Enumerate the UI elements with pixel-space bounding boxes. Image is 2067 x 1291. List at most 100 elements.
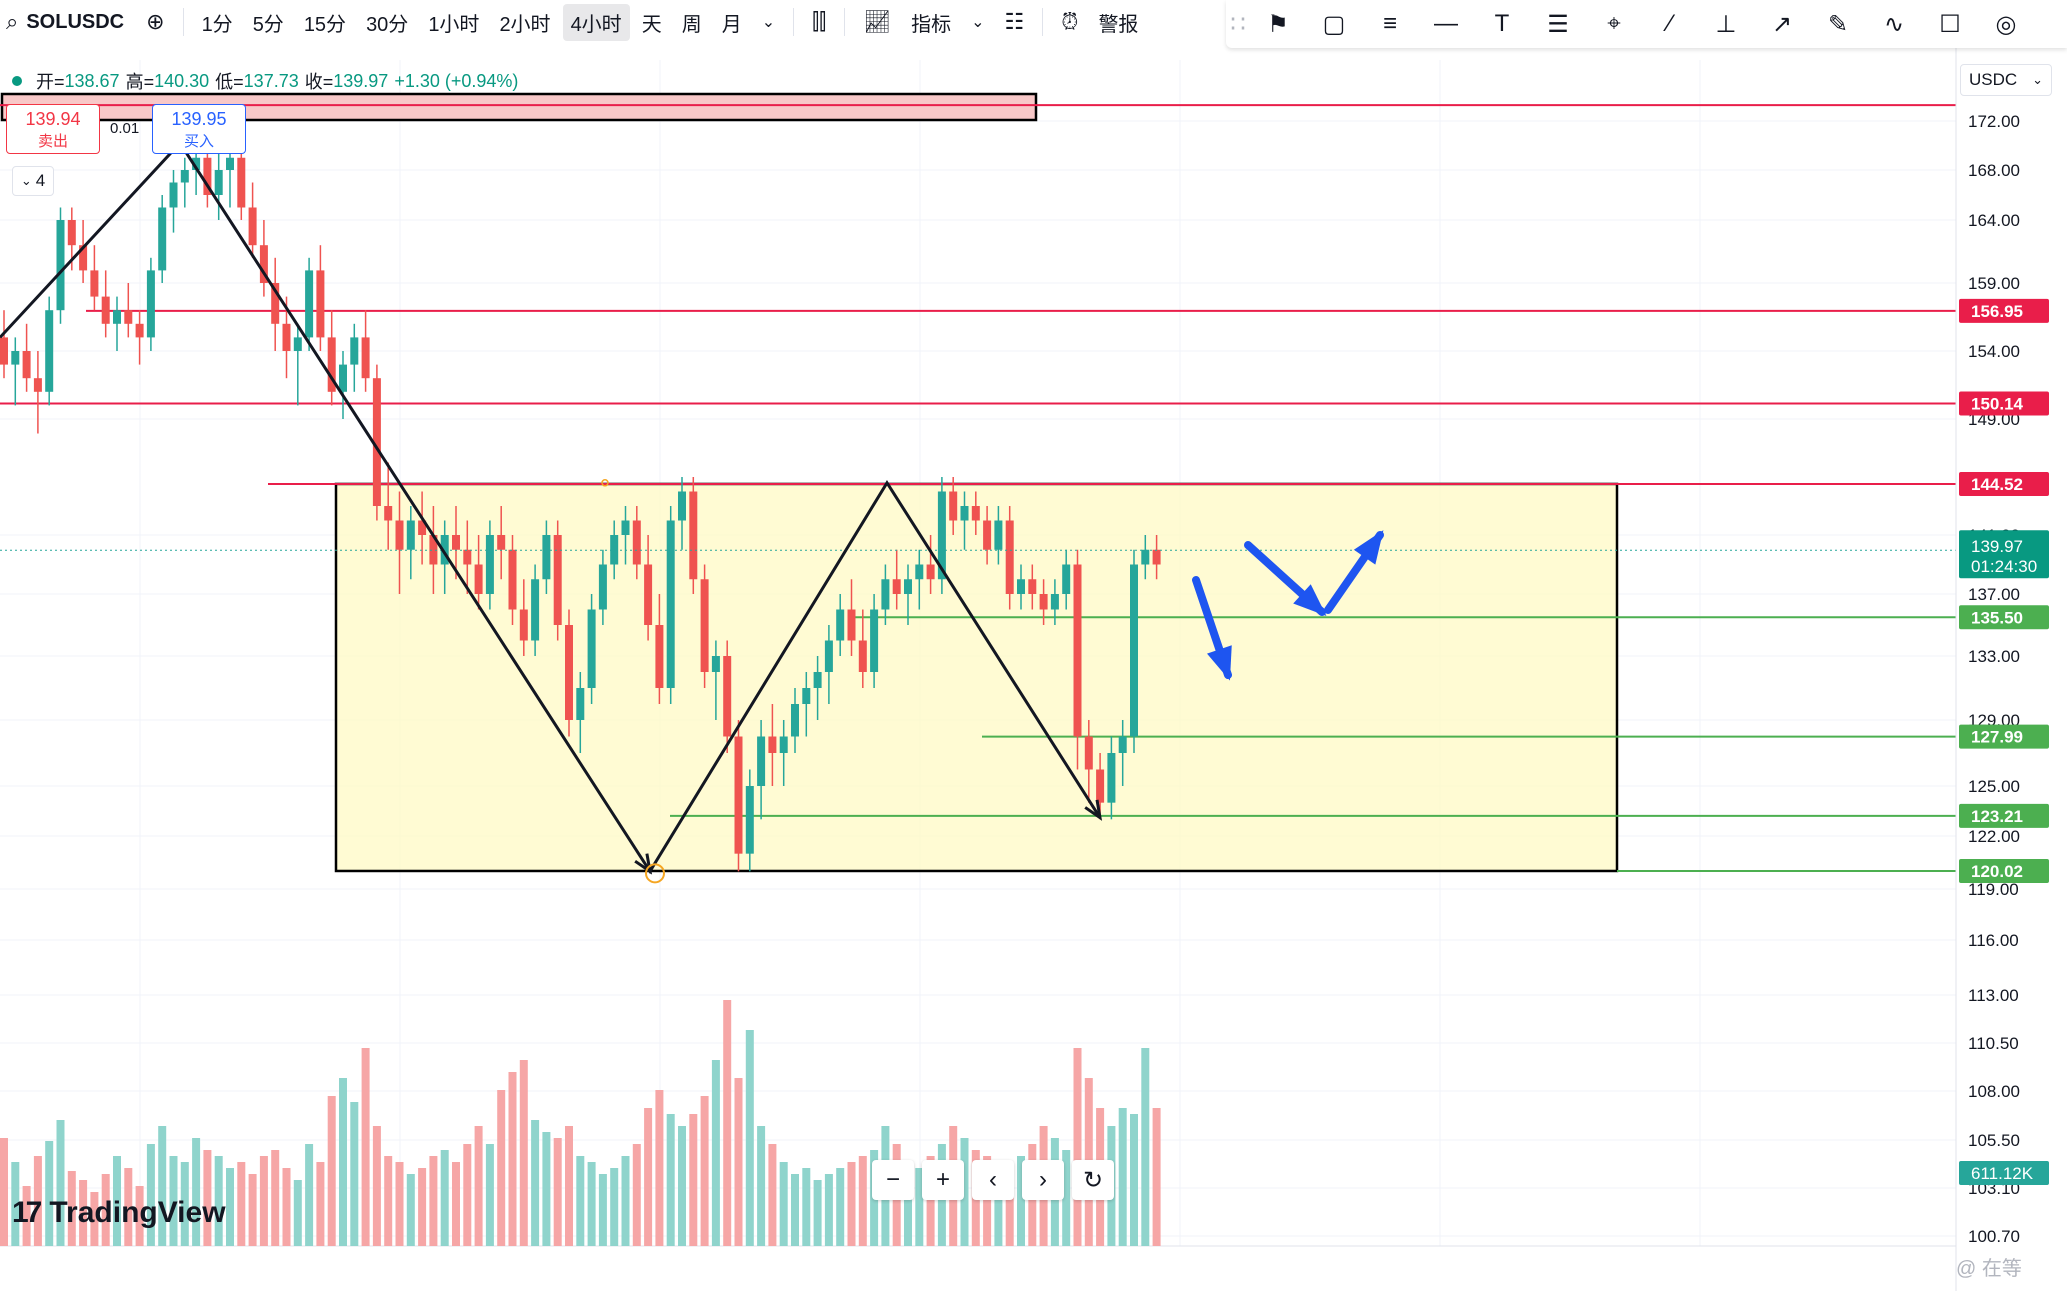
volume-bar	[350, 1102, 359, 1246]
volume-bar	[983, 1156, 992, 1246]
candle-body	[644, 564, 653, 625]
add-symbol-icon[interactable]: ⊕	[146, 9, 165, 34]
path-icon[interactable]: ∿	[1883, 10, 1905, 38]
close-label: 收=	[304, 72, 334, 92]
candle-body	[1141, 549, 1150, 565]
candle-body	[474, 564, 483, 594]
interval-button[interactable]: 2小时	[499, 13, 551, 36]
ray-icon[interactable]: —	[1434, 10, 1458, 37]
sell-button[interactable]: 139.94 卖出	[6, 104, 100, 154]
arrowhead	[634, 853, 653, 875]
candle-body	[67, 220, 76, 246]
fib-levels-icon[interactable]: ≡	[1382, 10, 1397, 37]
volume-bar	[779, 1162, 788, 1246]
candle-body	[1050, 594, 1059, 610]
candle-body	[463, 549, 472, 565]
interval-button[interactable]: 5分	[252, 13, 284, 36]
interval-button[interactable]: 周	[681, 13, 702, 36]
candle-type-icon[interactable]: ⫿⫿	[812, 9, 827, 34]
candle-body	[1152, 549, 1161, 565]
candle-body	[271, 283, 280, 324]
last-price-label: 139.97	[1971, 537, 2023, 556]
candle-body	[395, 520, 404, 550]
interval-button[interactable]: 天	[641, 13, 662, 36]
scroll-left-button[interactable]: ‹	[972, 1160, 1014, 1200]
price-tick-label: 133.00	[1968, 647, 2020, 666]
interval-button[interactable]: 1小时	[428, 13, 480, 36]
chevron-down-icon[interactable]: ⌄	[971, 14, 985, 31]
symbol-search[interactable]: ⌕ SOLUSDC	[0, 9, 136, 35]
low-marker	[645, 863, 665, 884]
volume-bar	[904, 1162, 912, 1246]
chevron-down-icon[interactable]: ⌄	[761, 14, 776, 31]
volume-bar	[610, 1168, 619, 1246]
candle-body	[1062, 564, 1071, 594]
volume-bar	[124, 1168, 133, 1246]
range-box	[334, 482, 1619, 873]
candle-body	[836, 609, 845, 641]
volume-bar	[1118, 1108, 1127, 1246]
high-marker	[601, 479, 609, 487]
price-tick-label: 113.00	[1968, 986, 2019, 1005]
callout-icon[interactable]: ☐	[1939, 10, 1961, 38]
alert-button[interactable]: 警报	[1098, 13, 1139, 36]
volume-bar	[271, 1150, 280, 1246]
candle-body	[372, 378, 381, 506]
candle-body	[1039, 594, 1048, 610]
candle-body	[1084, 736, 1093, 770]
zoom-out-button[interactable]: −	[872, 1160, 914, 1200]
indicator-collapse-button[interactable]: ⌄ 4	[12, 166, 54, 196]
interval-button[interactable]: 1分	[201, 13, 233, 36]
parallel-channel-icon[interactable]: ☰	[1547, 10, 1569, 38]
candle-body	[146, 270, 155, 338]
layout-grid-icon[interactable]: ☷	[1004, 9, 1025, 34]
indicators-icon[interactable]: 📈︎	[863, 9, 892, 34]
buy-button[interactable]: 139.95 买入	[152, 104, 246, 154]
candle-body	[418, 520, 427, 535]
measure-icon[interactable]: ⊥	[1715, 10, 1737, 38]
candle-body	[870, 609, 879, 672]
volume-bar	[915, 1168, 924, 1246]
interval-button[interactable]: 月	[721, 13, 742, 36]
watermark: @ 在等	[1956, 1258, 2022, 1280]
candle-body	[565, 625, 573, 720]
zoom-in-button[interactable]: +	[922, 1160, 964, 1200]
settings-icon[interactable]: ◎	[1995, 10, 2017, 38]
price-tick-label: 100.70	[1968, 1227, 2020, 1246]
flag-icon[interactable]: ⚑	[1267, 10, 1289, 38]
volume-bar	[463, 1144, 472, 1246]
scroll-right-button[interactable]: ›	[1022, 1160, 1064, 1200]
alarm-clock-icon[interactable]: ⏰︎	[1061, 9, 1079, 34]
interval-button[interactable]: 30分	[366, 13, 409, 36]
separator	[793, 8, 795, 36]
reset-chart-button[interactable]: ↻	[1072, 1160, 1114, 1200]
candle-body	[598, 564, 607, 610]
candle-body	[327, 337, 336, 392]
interval-button[interactable]: 4小时	[562, 3, 630, 41]
trend-line-icon[interactable]: ∕	[1667, 10, 1672, 37]
rectangle-icon[interactable]: ▢	[1322, 10, 1346, 38]
volume-bar	[734, 1078, 743, 1246]
high-value: 140.30	[154, 70, 210, 91]
drag-handle-icon[interactable]: ∷	[1230, 10, 1246, 38]
volume-bar	[248, 1174, 257, 1246]
indicators-button[interactable]: 指标	[911, 13, 952, 36]
brush-icon[interactable]: ✎	[1827, 10, 1849, 38]
price-tick-label: 172.00	[1968, 112, 2020, 131]
pattern-icon[interactable]: ⌖	[1607, 10, 1621, 37]
volume-bar	[418, 1168, 427, 1246]
candle-body	[45, 310, 54, 392]
volume-bar	[655, 1090, 664, 1246]
arrow-tool-icon[interactable]: ↗	[1771, 10, 1793, 38]
level-price-tag	[1959, 858, 2049, 883]
candle-body	[723, 656, 732, 737]
level-price-label: 144.52	[1971, 475, 2023, 494]
candle-body	[305, 270, 314, 338]
currency-select[interactable]: USDC ⌄	[1960, 64, 2052, 96]
interval-button[interactable]: 15分	[303, 13, 347, 36]
volume-bar	[395, 1162, 404, 1246]
text-icon[interactable]: T	[1494, 10, 1510, 37]
volume-bar	[700, 1096, 709, 1246]
volume-bar	[101, 1174, 110, 1246]
